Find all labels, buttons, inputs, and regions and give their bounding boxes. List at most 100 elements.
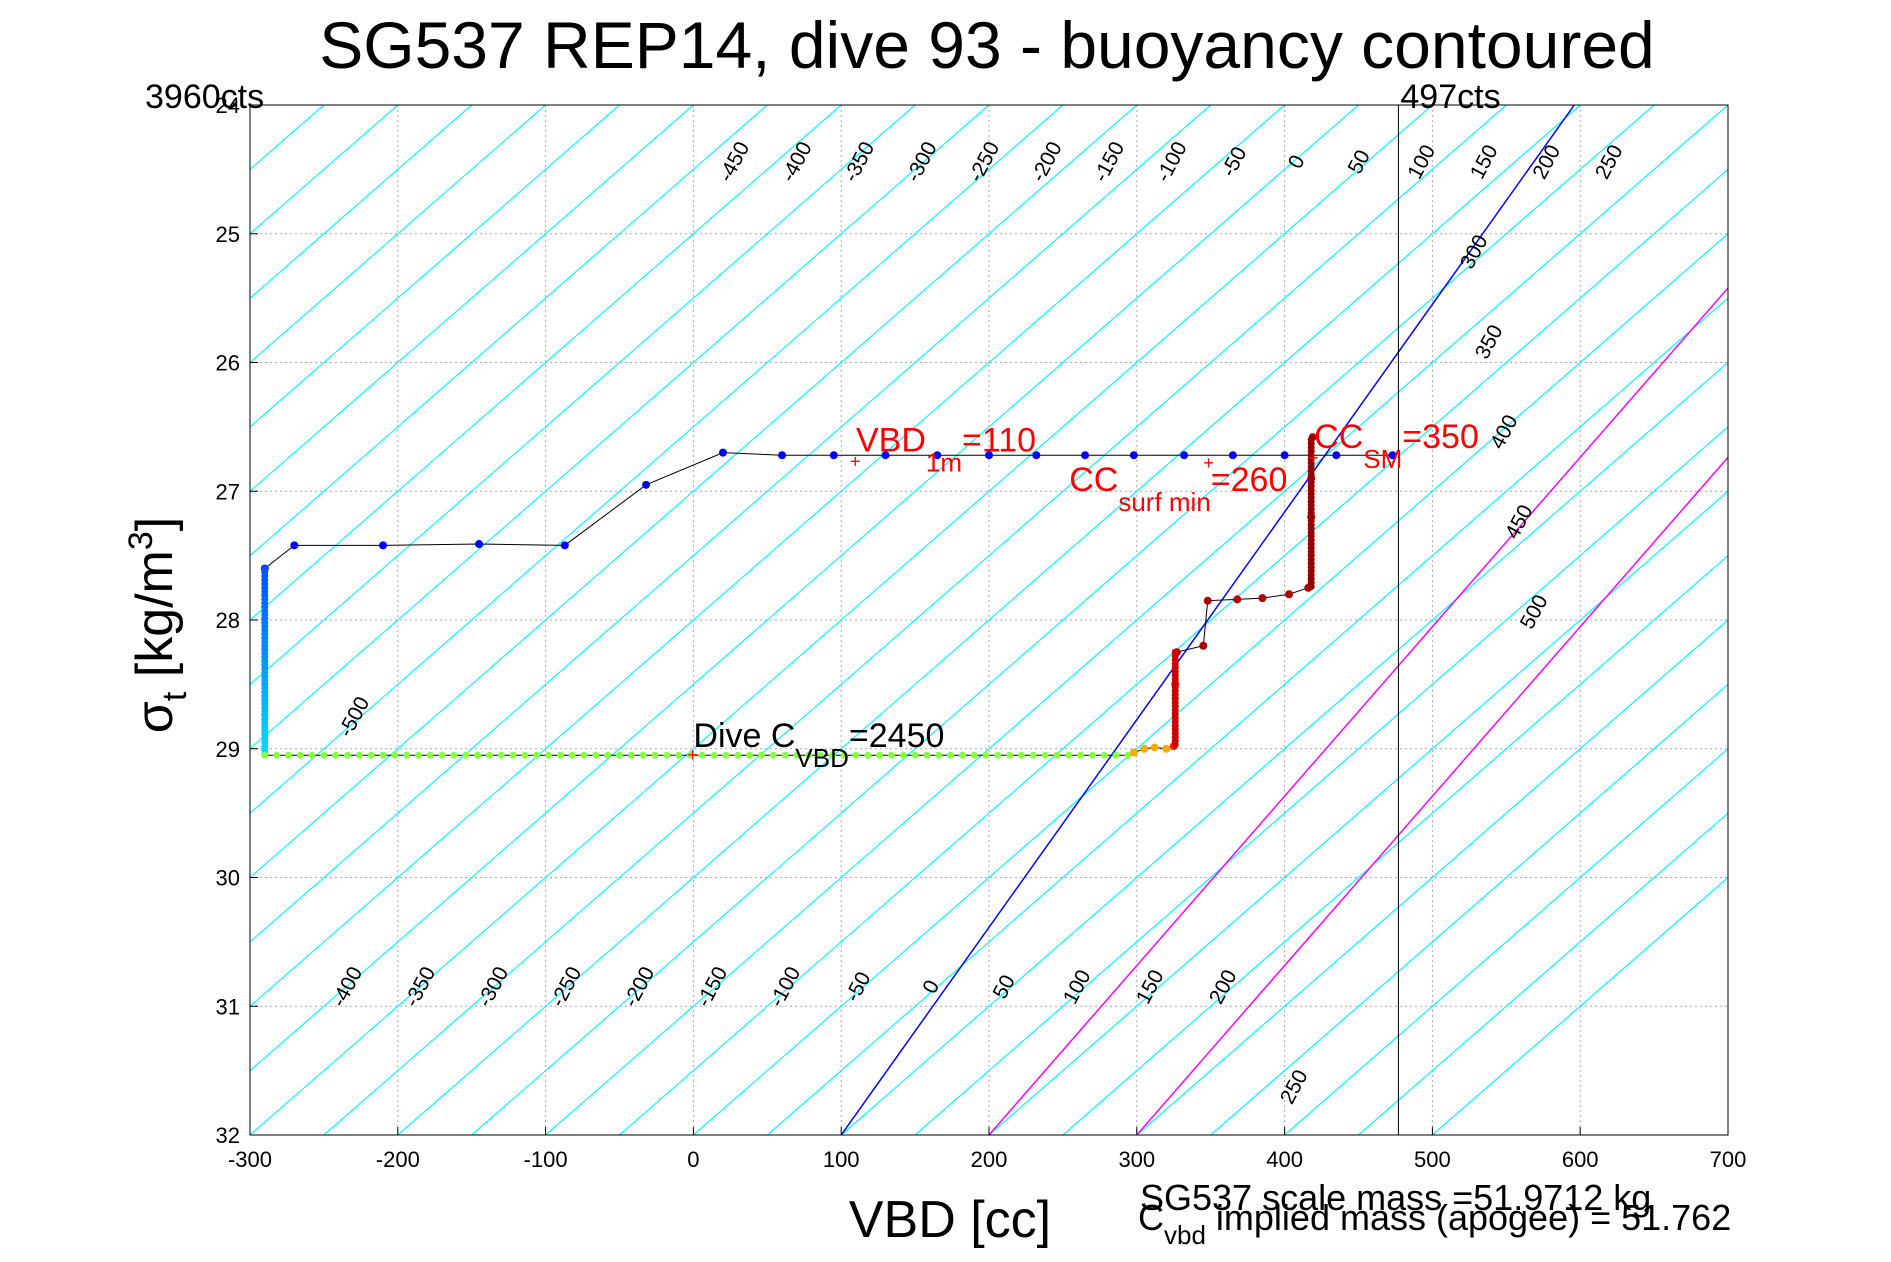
annotation-value: =350 bbox=[1402, 418, 1479, 456]
contour-label: 50 bbox=[989, 971, 1020, 1002]
svg-text:σt [kg/m3]: σt [kg/m3] bbox=[122, 517, 194, 734]
y-axis-label-sup: 3 bbox=[122, 531, 160, 550]
bottom-point bbox=[355, 751, 363, 759]
profile-point bbox=[933, 451, 942, 460]
annotation-main: VBD bbox=[856, 422, 926, 460]
contour-line bbox=[250, 105, 694, 493]
contour-label: 0 bbox=[918, 976, 944, 997]
profile-point bbox=[560, 541, 569, 550]
climb-point bbox=[1258, 594, 1267, 603]
bottom-point bbox=[663, 751, 671, 759]
profile-point bbox=[1388, 451, 1397, 460]
annotation-marker: + bbox=[1203, 453, 1214, 473]
annotation-marker: + bbox=[1308, 448, 1319, 468]
bottom-point bbox=[462, 751, 470, 759]
contour-label: -50 bbox=[841, 968, 876, 1006]
bottom-point bbox=[296, 751, 304, 759]
contour-line bbox=[250, 105, 842, 621]
annotation-marker: + bbox=[687, 745, 698, 765]
annotation-marker: + bbox=[850, 452, 861, 472]
bottom-point bbox=[710, 751, 718, 759]
climb-point bbox=[1285, 590, 1294, 599]
bottom-point bbox=[474, 751, 482, 759]
y-tick-label-top: 24 bbox=[216, 93, 240, 118]
contour-line bbox=[250, 105, 1433, 1135]
bottom-point bbox=[332, 751, 340, 759]
y-tick-label: 26 bbox=[216, 351, 240, 376]
y-axis-label-unit: [kg/m bbox=[126, 550, 184, 692]
y-tick-label: 30 bbox=[216, 866, 240, 891]
annotation-sub: surf min bbox=[1118, 487, 1210, 517]
bottom-point bbox=[379, 751, 387, 759]
profile-point bbox=[985, 451, 993, 460]
contour-line bbox=[250, 105, 473, 299]
contour-label: -150 bbox=[692, 963, 732, 1011]
contour-line bbox=[545, 105, 1728, 1135]
contour-label: 250 bbox=[1591, 141, 1628, 183]
contour-label: -300 bbox=[473, 963, 513, 1011]
y-tick-label: 29 bbox=[216, 737, 240, 762]
contour-label: -500 bbox=[334, 693, 374, 741]
bottom-point bbox=[970, 751, 978, 759]
bottom-point bbox=[367, 751, 375, 759]
annotation-main: CC bbox=[1069, 461, 1118, 499]
contour-line bbox=[766, 297, 1728, 1135]
contour-label: -50 bbox=[1217, 143, 1252, 181]
contour-line bbox=[0, 105, 28, 1135]
bottom-point bbox=[828, 751, 836, 759]
climb-point bbox=[1233, 595, 1242, 604]
contour-label: 500 bbox=[1516, 591, 1553, 633]
contour-line bbox=[250, 105, 768, 557]
bottom-point bbox=[698, 751, 706, 759]
bottom-point bbox=[1041, 751, 1049, 759]
bottom-point bbox=[426, 751, 434, 759]
bottom-point bbox=[320, 751, 328, 759]
footer-cvbd-sub: vbd bbox=[1164, 1220, 1206, 1250]
climb-point bbox=[1203, 596, 1212, 605]
bottom-point bbox=[805, 751, 813, 759]
annotation-text: CCSM=350 bbox=[1314, 418, 1479, 474]
bottom-point bbox=[722, 751, 730, 759]
contour-line bbox=[1358, 812, 1728, 1135]
buoyancy-contours bbox=[0, 105, 1728, 1135]
bottom-point bbox=[308, 751, 316, 759]
bottom-point bbox=[734, 751, 742, 759]
profile-point bbox=[881, 451, 890, 460]
profile-point bbox=[290, 541, 299, 550]
x-tick-label: 100 bbox=[823, 1147, 860, 1172]
profile-point bbox=[718, 448, 727, 457]
annotation-value: =2450 bbox=[849, 717, 945, 755]
highlight-contour-line bbox=[988, 286, 1728, 1135]
climb-point bbox=[1140, 744, 1149, 753]
climb-point bbox=[1199, 641, 1208, 650]
contour-label: -300 bbox=[902, 138, 942, 186]
contour-line bbox=[397, 105, 1581, 1135]
x-tick-label: 200 bbox=[971, 1147, 1008, 1172]
contour-line bbox=[1210, 683, 1728, 1135]
bottom-point bbox=[485, 751, 493, 759]
bottom-point bbox=[1006, 751, 1014, 759]
contour-label: -450 bbox=[714, 138, 754, 186]
bottom-point bbox=[899, 751, 907, 759]
annotations: +VBD1m=110+CCsurf min=260+CCSM=350+Dive … bbox=[687, 418, 1478, 773]
bottom-point bbox=[1077, 751, 1085, 759]
annotation-text: VBD1m=110 bbox=[856, 422, 1036, 478]
bottom-point bbox=[592, 751, 600, 759]
y-axis-label: σt [kg/m3] bbox=[122, 517, 194, 734]
bottom-point bbox=[497, 751, 505, 759]
bottom-point bbox=[887, 751, 895, 759]
bottom-point bbox=[1029, 751, 1037, 759]
x-axis-label: VBD [cc] bbox=[849, 1191, 1051, 1249]
bottom-point bbox=[1088, 751, 1096, 759]
contour-line bbox=[988, 490, 1728, 1135]
bottom-point bbox=[994, 751, 1002, 759]
contour-label: 350 bbox=[1471, 321, 1508, 363]
climb-column-point bbox=[1307, 583, 1315, 591]
contour-line bbox=[250, 105, 916, 686]
climb-column-point bbox=[1171, 741, 1179, 749]
bottom-point bbox=[556, 751, 564, 759]
annotation-sub: VBD bbox=[795, 743, 848, 773]
vertical-markers: 497cts bbox=[1397, 78, 1501, 1135]
y-tick-label: 27 bbox=[216, 479, 240, 504]
